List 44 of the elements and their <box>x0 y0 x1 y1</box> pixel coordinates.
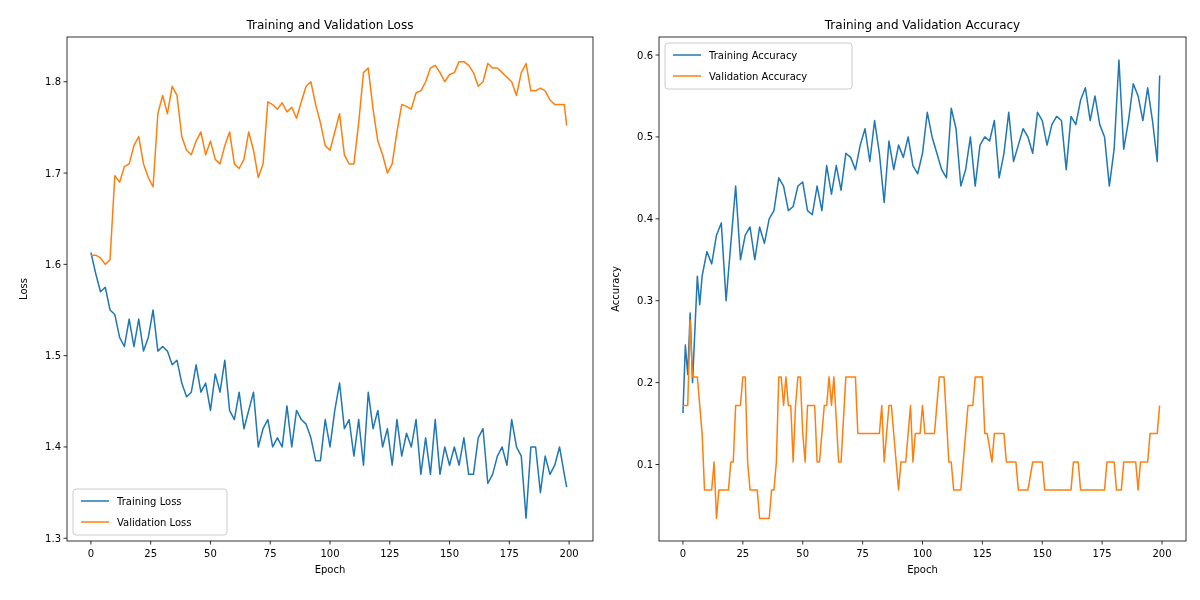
x-axis-title: Epoch <box>907 564 938 575</box>
x-tick-label: 125 <box>972 548 992 559</box>
legend-label: Training Loss <box>116 496 182 507</box>
y-tick-label: 0.5 <box>637 131 653 143</box>
y-tick-label: 0.6 <box>637 49 653 61</box>
x-tick-label: 75 <box>263 548 277 559</box>
line-series <box>90 60 568 266</box>
legend-label: Validation Accuracy <box>709 71 808 82</box>
y-tick-label: 0.2 <box>637 377 653 389</box>
y-tick-label: 1.5 <box>45 350 61 362</box>
y-tick-label: 1.7 <box>45 167 61 179</box>
y-tick-label: 1.8 <box>45 76 61 88</box>
y-tick-label: 0.3 <box>637 295 653 307</box>
y-tick-label: 0.1 <box>637 459 653 471</box>
line-series <box>682 319 1161 520</box>
x-tick-label: 25 <box>736 548 750 559</box>
y-tick-label: 1.6 <box>45 258 61 270</box>
x-tick-label: 200 <box>559 548 579 559</box>
x-tick-label: 200 <box>1152 548 1172 559</box>
line-series <box>682 59 1161 414</box>
legend-label: Training Accuracy <box>708 50 798 61</box>
x-tick-label: 100 <box>912 548 933 559</box>
y-tick-label: 1.3 <box>45 532 61 544</box>
x-tick-label: 25 <box>144 548 158 559</box>
x-tick-label: 150 <box>440 548 460 559</box>
x-tick-label: 0 <box>87 548 95 559</box>
y-axis-title: Loss <box>18 278 29 300</box>
line-series <box>90 251 568 519</box>
y-tick-label: 0.4 <box>637 213 653 225</box>
chart-title: Training and Validation Accuracy <box>823 18 1021 32</box>
chart-title: Training and Validation Loss <box>245 18 414 32</box>
x-tick-label: 150 <box>1032 548 1052 559</box>
x-tick-label: 75 <box>856 548 869 559</box>
x-tick-label: 50 <box>204 548 217 559</box>
x-axis-title: Epoch <box>314 564 346 575</box>
x-tick-label: 0 <box>679 548 687 559</box>
y-tick-label: 1.4 <box>45 441 61 453</box>
legend-label: Validation Loss <box>117 517 192 528</box>
x-tick-label: 50 <box>796 548 810 559</box>
y-axis-title: Accuracy <box>610 266 621 312</box>
x-tick-label: 125 <box>380 548 400 559</box>
x-tick-label: 100 <box>320 548 340 559</box>
x-tick-label: 175 <box>1092 548 1112 559</box>
x-tick-label: 175 <box>499 548 519 559</box>
